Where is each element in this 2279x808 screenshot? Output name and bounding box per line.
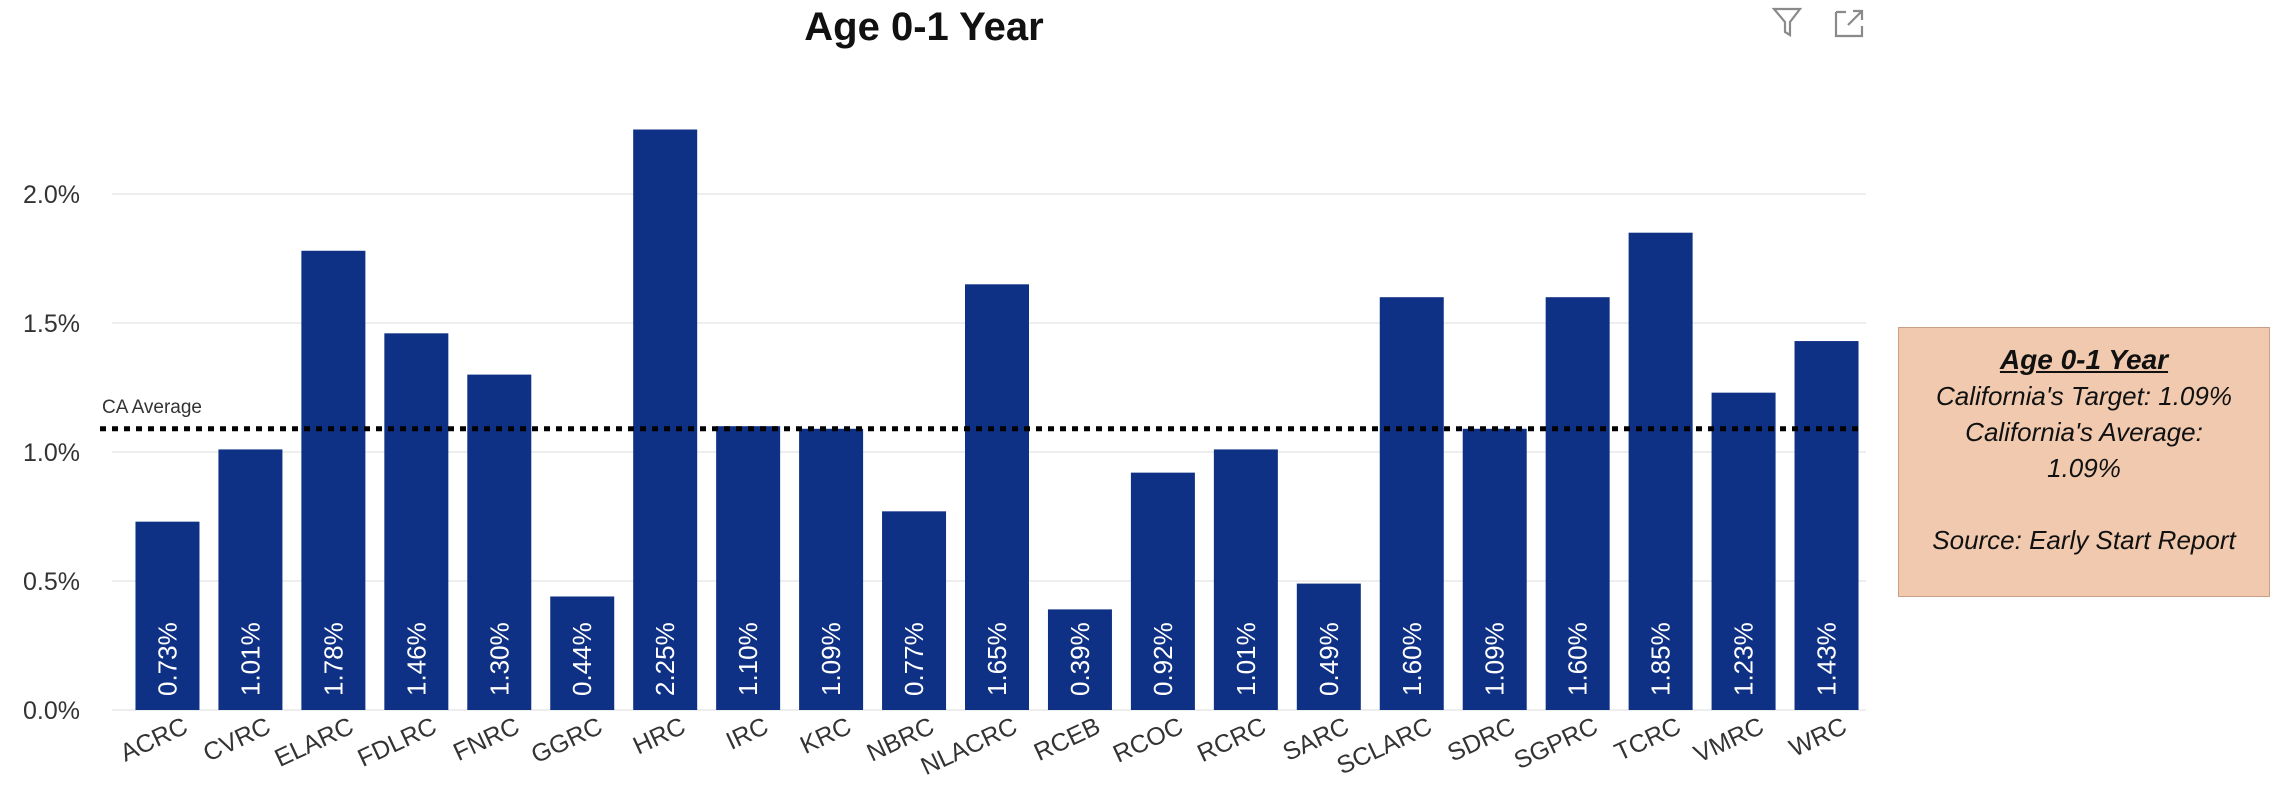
x-category-label: VMRC [1690,712,1769,768]
bars: 0.73% 1.01% 1.78% 1.46% 1.30% 0.44% 2.25% 1.10%… [135,129,1859,711]
bar-value-label: 2.25% [650,622,680,696]
x-category-label: FNRC [449,712,524,767]
x-category-label: TCRC [1610,712,1685,767]
info-box-average-label: California's Average: [1965,417,2203,447]
ca-average-label: CA Average [102,397,202,418]
bar-value-label: 1.46% [401,622,431,696]
bar-value-label: 0.44% [567,622,597,696]
bar-value-label: 1.01% [1231,622,1261,696]
x-category-label: CVRC [199,712,275,767]
bar-ggrc[interactable] [550,596,615,710]
filter-icon[interactable] [1771,7,1803,37]
x-category-label: FDLRC [354,712,441,773]
x-category-label: ELARC [271,712,358,773]
bar-nlacrc[interactable] [965,284,1029,710]
x-category-label: SGPRC [1510,712,1602,775]
bar-elarc[interactable] [301,250,366,710]
bar-value-label: 1.43% [1812,622,1842,696]
bar-value-label: 0.73% [152,622,182,696]
bar-vmrc[interactable] [1711,392,1776,710]
bar-acrc[interactable] [135,521,200,710]
bar-irc[interactable] [716,426,781,710]
info-box-target: California's Target: 1.09% [1936,381,2232,411]
bar-krc[interactable] [799,428,864,710]
x-category-label: HRC [629,712,690,760]
info-box-spacer [1899,486,2269,522]
bar-rceb[interactable] [1047,609,1112,710]
info-box-average-value: 1.09% [2047,453,2121,483]
bar-value-label: 0.77% [899,622,929,696]
y-tick-label: 1.0% [23,439,80,467]
x-category-label: RCEB [1030,712,1105,767]
bar-value-label: 1.09% [1480,622,1510,696]
chart-title: Age 0-1 Year [804,5,1043,49]
x-category-label: NLACRC [917,712,1022,781]
bar-value-label: 1.60% [1563,622,1593,696]
bar-wrc[interactable] [1794,341,1859,710]
y-tick-label: 2.0% [23,181,80,209]
bar-value-label: 1.78% [318,622,348,696]
bar-value-label: 1.85% [1646,622,1676,696]
bar-value-label: 1.09% [816,622,846,696]
bar-value-label: 0.92% [1148,622,1178,696]
x-category-label: KRC [796,712,856,760]
bar-value-label: 1.60% [1397,622,1427,696]
info-box-source: Source: Early Start Report [1932,525,2236,555]
bar-value-label: 1.30% [484,622,514,696]
info-box-title: Age 0-1 Year [1999,344,2169,375]
ca-average-reference: CA Average [100,397,1862,432]
bar-sdrc[interactable] [1462,428,1527,710]
x-category-label: RCRC [1193,712,1270,768]
y-tick-label: 0.0% [23,697,80,725]
bar-tcrc[interactable] [1628,232,1693,710]
x-category-label: RCOC [1109,712,1188,768]
x-category-label: SDRC [1443,712,1519,767]
bar-value-label: 0.39% [1065,622,1095,696]
bar-nbrc[interactable] [882,511,947,710]
y-tick-label: 1.5% [23,310,80,338]
x-category-label: GGRC [527,712,607,769]
focus-mode-icon[interactable] [1834,9,1864,38]
x-category-label: WRC [1785,712,1851,763]
info-box: Age 0-1 Year California's Target: 1.09% … [1898,327,2270,597]
bar-value-label: 1.10% [733,622,763,696]
x-category-label: SCLARC [1333,712,1437,780]
bar-sgprc[interactable] [1545,297,1610,710]
bar-value-label: 0.49% [1314,622,1344,696]
bar-sarc[interactable] [1296,583,1361,710]
bar-rcoc[interactable] [1130,472,1195,710]
bar-value-label: 1.01% [235,622,265,696]
y-tick-label: 0.5% [23,568,80,596]
bar-fdlrc[interactable] [384,333,449,710]
x-category-label: IRC [722,712,773,756]
bar-rcrc[interactable] [1213,449,1278,710]
x-category-label: ACRC [116,712,192,767]
bar-value-label: 1.65% [982,622,1012,696]
bar-cvrc[interactable] [218,449,283,710]
bar-value-label: 1.23% [1729,622,1759,696]
bar-sclarc[interactable] [1379,297,1444,710]
bar-hrc[interactable] [633,129,698,711]
